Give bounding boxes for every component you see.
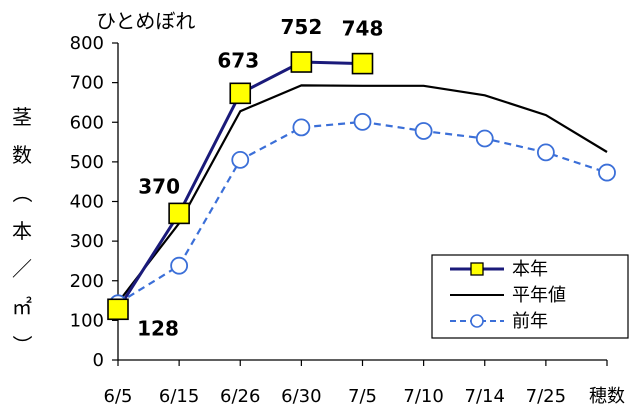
data-point-previous-year [353,112,372,131]
data-label: 673 [217,48,259,72]
x-tick-label: 穂数 [589,386,625,407]
y-tick-label: 0 [93,350,104,371]
data-point-previous-year [170,256,189,275]
y-tick-label: 200 [70,271,104,292]
data-labels: 128 370 673 752 748 [137,15,383,340]
y-axis-label-char: （ [10,183,34,203]
y-axis-label-char: 数 [12,143,32,167]
data-point-current-year [107,298,129,321]
y-axis-label-char: ） [10,335,34,355]
data-point-current-year [290,51,313,73]
y-axis-label-char: 茎 [12,105,32,129]
y-axis-label-char: 本 [12,219,32,243]
x-tick-label: 6/15 [159,386,199,407]
x-tick-label: 6/26 [220,386,260,407]
x-tick-label: 7/14 [465,386,505,407]
legend-marker-square [470,262,484,276]
data-point-current-year [168,202,190,225]
x-tick-label: 6/30 [281,386,321,407]
legend-marker-circle [470,314,484,328]
data-point-current-year [351,52,374,75]
data-label: 370 [138,174,180,198]
data-point-previous-year [231,150,250,169]
x-tick-label: 7/25 [526,386,566,407]
x-tick-labels: 6/5 6/15 6/26 6/30 7/5 7/10 7/14 7/25 穂数 [104,386,625,407]
y-axis-label-char: ／ [12,257,32,281]
y-tick-label: 300 [70,231,104,252]
y-tick-label: 500 [70,152,104,173]
y-tick-label: 100 [70,310,104,331]
series-line-normal-year [117,84,608,304]
data-point-previous-year [475,129,494,148]
x-tick-label: 7/5 [348,386,377,407]
data-point-previous-year [598,163,616,182]
x-tick-label: 6/5 [104,386,133,407]
y-tick-label: 600 [70,112,104,133]
legend-label: 前年 [512,311,548,332]
data-point-previous-year [536,143,555,162]
y-tick-label: 700 [70,73,104,94]
data-label: 128 [137,316,179,340]
y-axis-label-char: ㎡ [12,295,32,319]
legend-label: 本年 [512,259,548,280]
legend-label: 平年値 [512,285,566,306]
data-point-previous-year [414,122,433,140]
series-markers [107,51,616,321]
data-point-previous-year [292,118,311,137]
y-tick-label: 400 [70,192,104,213]
y-tick-label: 800 [70,33,104,54]
data-point-current-year [229,82,252,105]
data-label: 752 [281,15,323,39]
chart-title: ひとめぼれ [96,9,195,33]
data-label: 748 [342,17,384,41]
y-axis-label: 茎数 （ 本 ／ ㎡ ） [10,105,34,355]
x-tick-label: 7/10 [403,386,443,407]
y-tick-labels: 0 100 200 300 400 500 600 700 800 [70,33,104,371]
